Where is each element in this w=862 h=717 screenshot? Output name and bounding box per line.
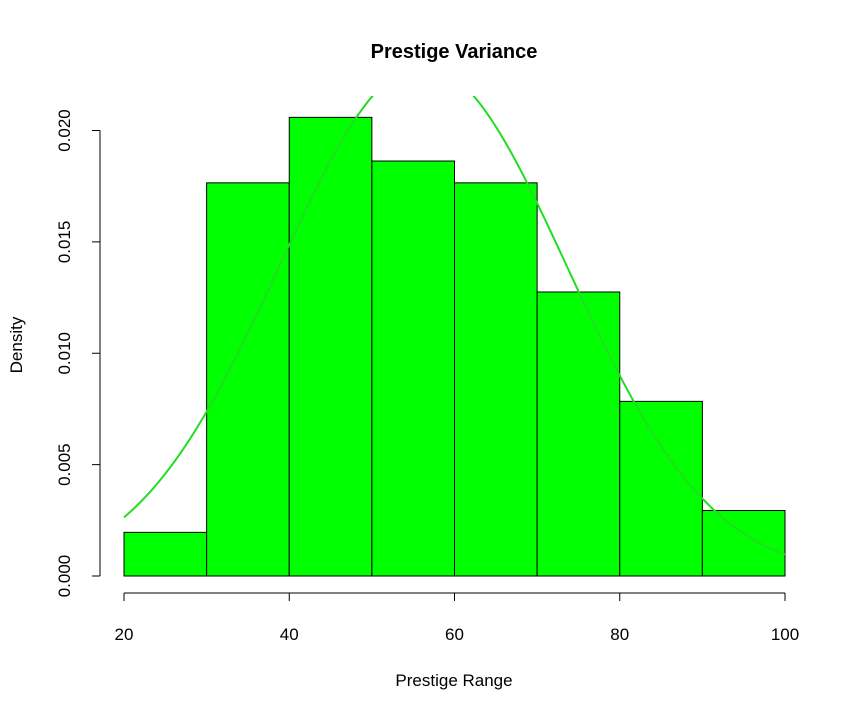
histogram-bar-30-40 (206, 182, 290, 577)
histogram-bar-50-60 (371, 160, 455, 577)
chart-title: Prestige Variance (371, 41, 538, 63)
density-curve (123, 96, 786, 556)
y-tick-label-4: 0.020 (55, 109, 74, 152)
y-tick-label-1: 0.005 (55, 443, 74, 486)
y-axis-label: Density (7, 316, 26, 373)
histogram-bar-90-100 (701, 510, 786, 577)
x-tick-label-80: 80 (610, 625, 629, 644)
histogram-bar-60-70 (454, 182, 538, 577)
histogram-bars (123, 116, 786, 577)
density-curve-layer (123, 96, 786, 556)
histogram-bar-80-90 (619, 400, 703, 577)
y-tick-label-0: 0.000 (55, 555, 74, 598)
y-tick-label-3: 0.015 (55, 221, 74, 264)
y-tick-label-2: 0.010 (55, 332, 74, 375)
y-axis: 0.000 0.005 0.010 0.015 0.020 (55, 109, 101, 598)
x-tick-label-20: 20 (115, 625, 134, 644)
x-axis-label: Prestige Range (395, 671, 512, 690)
x-tick-label-60: 60 (445, 625, 464, 644)
x-tick-label-100: 100 (771, 625, 799, 644)
histogram-bar-40-50 (288, 116, 373, 577)
histogram-bar-70-80 (536, 291, 621, 577)
x-tick-label-40: 40 (280, 625, 299, 644)
histogram-bar-20-30 (123, 531, 208, 577)
x-axis: 20 40 60 80 100 (115, 592, 799, 644)
